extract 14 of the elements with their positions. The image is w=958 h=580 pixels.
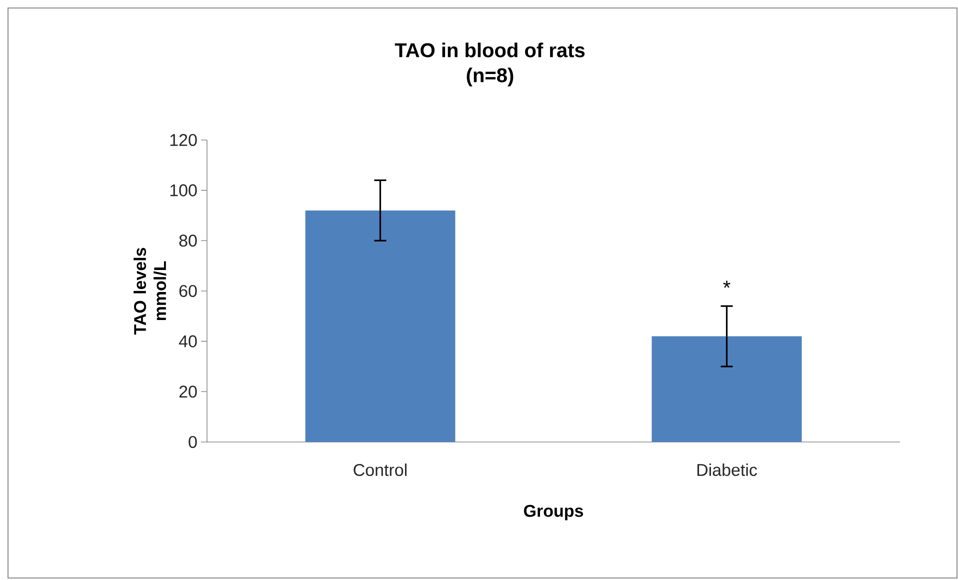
x-axis-title: Groups: [524, 504, 584, 520]
x-tick-label: Control: [354, 464, 407, 476]
chart-subtitle: (n=8): [466, 68, 514, 86]
y-tick-label: 80: [179, 234, 197, 247]
y-tick-label: 100: [170, 184, 197, 196]
x-tick-label: Diabetic: [697, 464, 757, 476]
y-tick-label: 0: [188, 436, 197, 448]
y-tick-label: 120: [170, 134, 197, 146]
annotation: *: [723, 280, 730, 288]
chart-title: TAO in blood of rats: [394, 42, 585, 58]
y-tick-label: 60: [179, 284, 197, 298]
y-axis-title: TAO levels mmol/L: [134, 248, 166, 335]
y-tick-label: 20: [179, 386, 197, 398]
y-tick-label: 40: [178, 335, 197, 348]
